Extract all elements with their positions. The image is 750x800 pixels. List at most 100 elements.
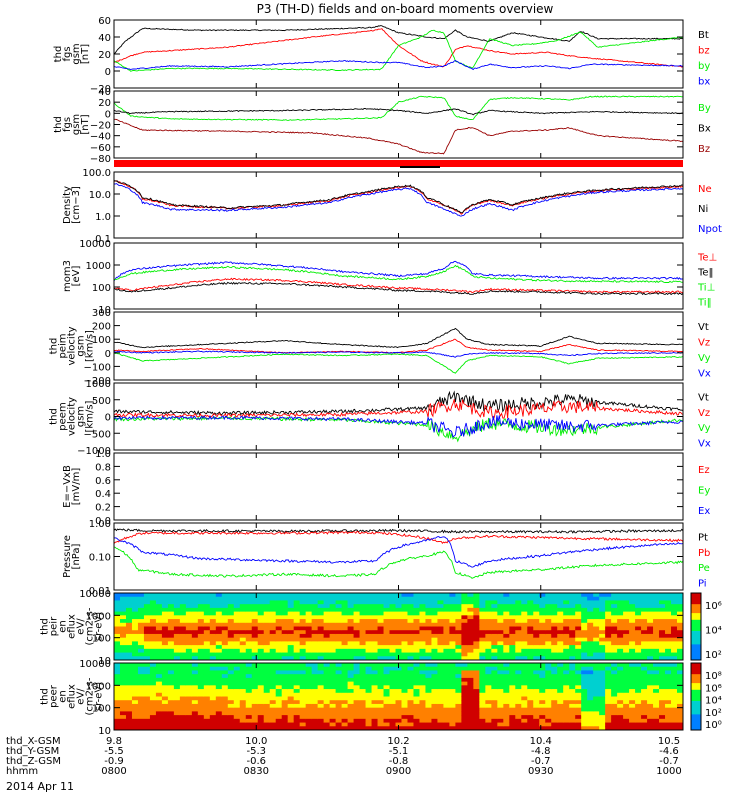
heatmap-cell	[533, 703, 540, 709]
heatmap-cell	[569, 626, 576, 631]
heatmap-cell	[353, 681, 361, 686]
heatmap-cell	[371, 703, 379, 709]
heatmap-cell	[233, 677, 241, 683]
heatmap-cell	[671, 626, 678, 631]
colorbar-cell	[691, 714, 701, 718]
heatmap-cell	[629, 607, 636, 613]
heatmap-cell	[605, 630, 612, 635]
heatmap-cell	[611, 645, 618, 650]
heatmap-cell	[161, 685, 169, 690]
heatmap-cell	[509, 622, 516, 627]
y-axis-label-line: thd	[49, 408, 60, 425]
heatmap-cell	[329, 615, 337, 620]
heatmap-cell	[539, 656, 546, 661]
heatmap-cell	[305, 677, 313, 683]
heatmap-cell	[161, 607, 169, 613]
heatmap-cell	[569, 648, 576, 654]
heatmap-cell	[527, 615, 534, 620]
heatmap-cell	[167, 615, 175, 620]
heatmap-cell	[149, 707, 157, 712]
heatmap-cell	[671, 685, 678, 690]
heatmap-cell	[305, 707, 313, 712]
heatmap-cell	[539, 615, 546, 620]
heatmap-cell	[443, 681, 450, 686]
heatmap-cell	[551, 722, 558, 727]
heatmap-cell	[323, 726, 331, 731]
heatmap-cell	[467, 645, 474, 650]
heatmap-cell	[305, 663, 313, 668]
heatmap-cell	[299, 670, 307, 675]
heatmap-cell	[527, 666, 534, 671]
heatmap-cell	[611, 726, 618, 731]
heatmap-cell	[677, 700, 684, 705]
heatmap-cell	[569, 645, 576, 650]
heatmap-cell	[491, 630, 498, 635]
heatmap-cell	[275, 715, 283, 720]
heatmap-cell	[617, 604, 624, 609]
heatmap-cell	[587, 666, 594, 671]
heatmap-cell	[539, 641, 546, 646]
heatmap-cell	[353, 593, 361, 598]
heatmap-cell	[659, 593, 666, 598]
heatmap-cell	[629, 600, 636, 605]
heatmap-cell	[611, 596, 618, 601]
heatmap-cell	[425, 619, 432, 624]
heatmap-cell	[563, 715, 570, 720]
heatmap-cell	[449, 600, 456, 605]
heatmap-cell	[473, 663, 480, 668]
heatmap-cell	[419, 707, 426, 712]
heatmap-cell	[485, 619, 492, 624]
heatmap-cell	[557, 596, 564, 601]
heatmap-cell	[479, 700, 486, 705]
y-tick-label: 20	[98, 98, 111, 109]
heatmap-cell	[431, 692, 438, 697]
y-axis-label-line: [km/s]	[85, 330, 96, 362]
heatmap-cell	[125, 703, 133, 709]
heatmap-cell	[665, 622, 672, 627]
heatmap-cell	[671, 615, 678, 620]
heatmap-cell	[407, 685, 414, 690]
heatmap-cell	[677, 703, 684, 709]
heatmap-cell	[641, 611, 648, 616]
heatmap-cell	[227, 656, 235, 661]
heatmap-cell	[347, 663, 355, 668]
heatmap-cell	[317, 630, 325, 635]
heatmap-cell	[461, 648, 468, 654]
heatmap-cell	[605, 715, 612, 720]
heatmap-cell	[185, 718, 193, 724]
heatmap-cell	[647, 707, 654, 712]
heatmap-cell	[461, 715, 468, 720]
heatmap-cell	[239, 626, 247, 631]
heatmap-cell	[425, 641, 432, 646]
heatmap-cell	[671, 604, 678, 609]
heatmap-cell	[437, 685, 444, 690]
heatmap-cell	[173, 703, 181, 709]
heatmap-cell	[641, 692, 648, 697]
heatmap-cell	[563, 666, 570, 671]
heatmap-cell	[275, 615, 283, 620]
heatmap-cell	[137, 681, 145, 686]
heatmap-cell	[137, 596, 145, 601]
heatmap-cell	[671, 696, 678, 701]
heatmap-cell	[647, 666, 654, 671]
heatmap-cell	[521, 626, 528, 631]
heatmap-cell	[473, 656, 480, 661]
heatmap-cell	[341, 685, 349, 690]
heatmap-cell	[449, 648, 456, 654]
y-axis-label-line: E=−VxB	[62, 465, 73, 508]
heatmap-cell	[377, 711, 385, 716]
heatmap-cell	[665, 722, 672, 727]
y-tick-label: 0.8	[95, 462, 111, 473]
heatmap-cell	[317, 633, 325, 639]
heatmap-cell	[209, 674, 217, 679]
heatmap-cell	[371, 718, 379, 724]
heatmap-cell	[185, 685, 193, 690]
heatmap-cell	[281, 611, 289, 616]
heatmap-cell	[143, 645, 151, 650]
heatmap-cell	[587, 604, 594, 609]
series-line-p4-1	[113, 264, 684, 284]
heatmap-cell	[605, 703, 612, 709]
heatmap-cell	[395, 630, 402, 635]
heatmap-cell	[293, 633, 301, 639]
heatmap-cell	[623, 607, 630, 613]
